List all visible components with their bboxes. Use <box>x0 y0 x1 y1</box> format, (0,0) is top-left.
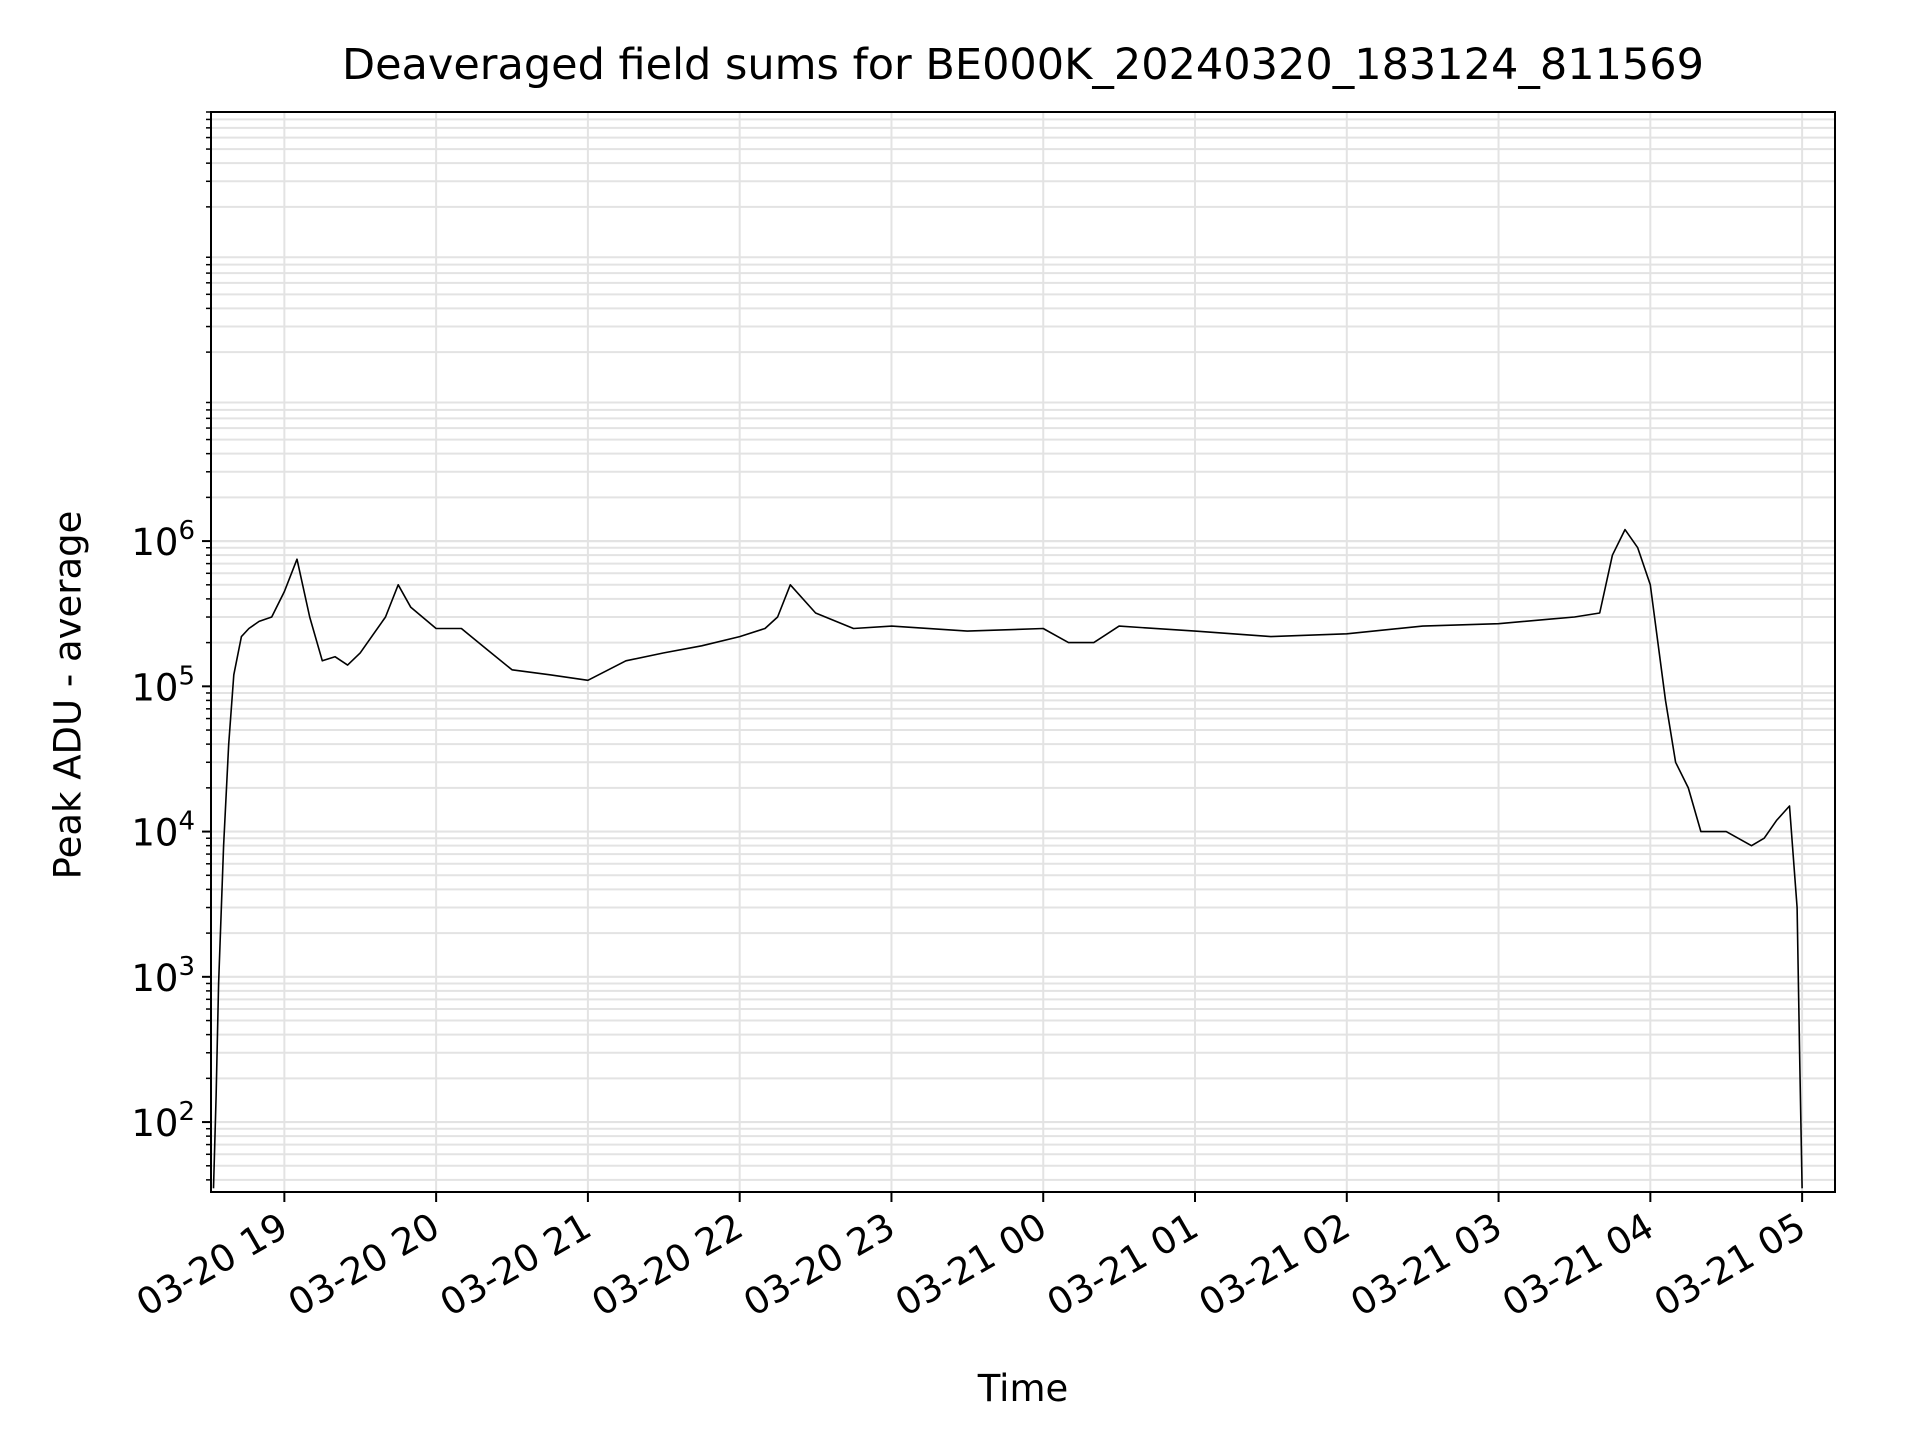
x-tick-label: 03-20 20 <box>281 1205 447 1325</box>
x-tick-label: 03-21 01 <box>1040 1205 1206 1325</box>
x-tick-label: 03-21 05 <box>1647 1205 1813 1325</box>
x-tick-label: 03-20 23 <box>736 1205 902 1325</box>
y-tick-label: 103 <box>131 952 195 1000</box>
series-group <box>212 528 1803 1189</box>
grid <box>211 111 1835 1192</box>
x-tick-label: 03-21 02 <box>1192 1205 1358 1325</box>
x-tick-label: 03-20 19 <box>129 1205 295 1325</box>
chart-title: Deaveraged field sums for BE000K_2024032… <box>341 40 1705 90</box>
x-tick-label: 03-20 22 <box>585 1205 751 1325</box>
x-tick-label: 03-21 00 <box>888 1205 1054 1325</box>
series-line <box>212 528 1803 1189</box>
x-axis-label: Time <box>977 1367 1069 1410</box>
plot-frame <box>210 111 1836 1193</box>
x-tick-label: 03-21 04 <box>1495 1205 1661 1325</box>
y-tick-label: 106 <box>131 516 195 564</box>
x-tick-label: 03-21 03 <box>1343 1205 1509 1325</box>
x-tick-label: 03-20 21 <box>433 1205 599 1325</box>
y-axis: 102 103 104 105 106 <box>131 111 211 1181</box>
y-tick-label: 102 <box>131 1097 195 1145</box>
y-tick-label: 104 <box>131 807 195 855</box>
y-tick-label: 105 <box>131 661 195 709</box>
